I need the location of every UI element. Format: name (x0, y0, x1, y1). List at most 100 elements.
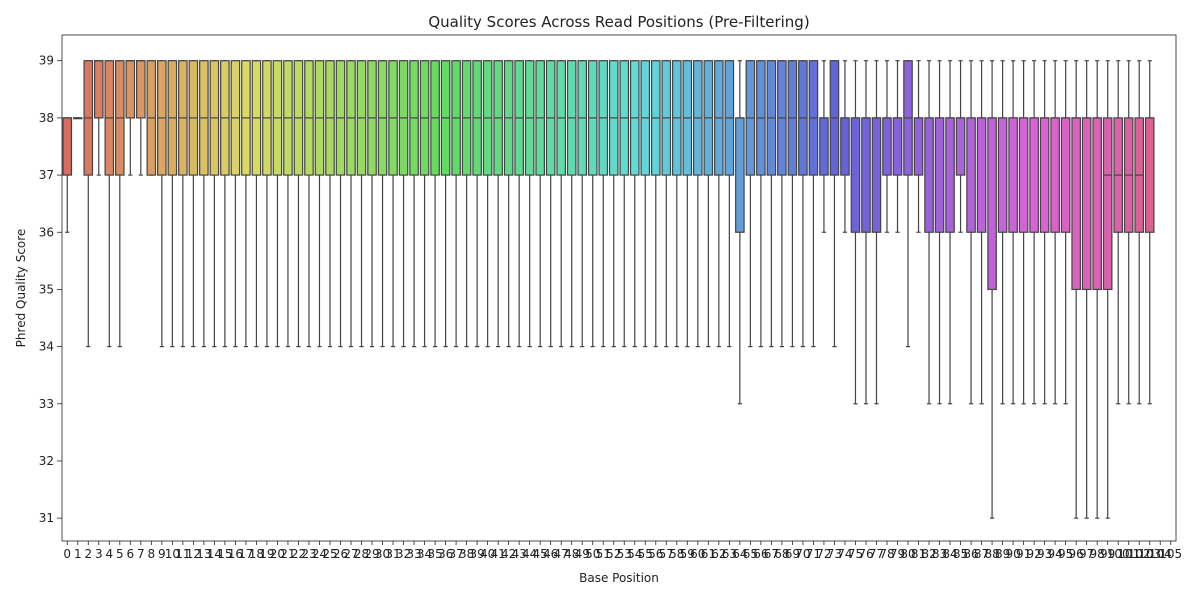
box-position-10 (167, 60, 178, 348)
box-iqr (819, 117, 829, 176)
box-position-89 (997, 60, 1008, 405)
x-tick-label: 92 (1026, 547, 1041, 561)
x-tick-label: 63 (722, 547, 737, 561)
box-position-54 (629, 60, 640, 348)
box-position-100 (1113, 60, 1124, 405)
box-iqr (1092, 117, 1102, 291)
x-tick-label: 83 (932, 547, 947, 561)
box-position-62 (714, 60, 724, 348)
box-position-3 (93, 60, 104, 176)
x-tick-label: 29 (364, 547, 379, 561)
box-position-75 (850, 60, 861, 405)
x-tick-label: 94 (1048, 547, 1063, 561)
x-tick-label: 21 (280, 547, 295, 561)
x-tick-label: 67 (764, 547, 779, 561)
x-tick-label: 71 (806, 547, 821, 561)
box-position-6 (125, 60, 136, 176)
box-position-88 (987, 60, 997, 519)
x-tick-label: 102 (1128, 547, 1151, 561)
x-tick-label: 72 (816, 547, 831, 561)
x-tick-label: 79 (890, 547, 905, 561)
x-tick-label: 59 (680, 547, 695, 561)
x-tick-label: 57 (659, 547, 674, 561)
x-tick-label: 97 (1079, 547, 1094, 561)
x-tick-label: 28 (354, 547, 369, 561)
box-position-93 (1039, 60, 1050, 405)
x-tick-label: 44 (522, 547, 537, 561)
box-position-17 (241, 60, 251, 348)
box-position-35 (430, 60, 440, 348)
box-position-25 (325, 60, 335, 348)
box-iqr (1060, 117, 1071, 233)
box-position-61 (703, 60, 714, 348)
box-position-48 (566, 60, 577, 348)
y-axis: 31 32 33 34 35 36 37 38 39 (39, 54, 62, 525)
box-position-43 (514, 60, 524, 348)
x-tick-label: 86 (963, 547, 978, 561)
box-group (62, 60, 1155, 519)
box-position-46 (545, 60, 556, 348)
box-position-69 (787, 60, 798, 348)
box-position-16 (230, 60, 241, 348)
x-tick-label: 1 (74, 547, 82, 561)
x-tick-label: 10 (165, 547, 180, 561)
y-tick-label: 35 (39, 282, 54, 296)
box-position-49 (577, 60, 588, 348)
box-position-14 (209, 60, 220, 348)
x-tick-label: 70 (795, 547, 810, 561)
x-tick-label: 5 (116, 547, 124, 561)
x-tick-label: 9 (158, 547, 166, 561)
box-position-23 (304, 60, 314, 348)
x-tick-label: 15 (217, 547, 232, 561)
x-tick-label: 64 (732, 547, 747, 561)
x-tick-label: 78 (879, 547, 894, 561)
box-position-95 (1060, 60, 1071, 405)
x-tick-label: 35 (427, 547, 442, 561)
box-position-59 (682, 60, 693, 348)
box-iqr (1029, 117, 1039, 233)
box-position-32 (398, 60, 409, 348)
box-position-60 (693, 60, 703, 348)
box-position-65 (745, 60, 756, 348)
x-tick-label: 55 (638, 547, 653, 561)
box-position-81 (913, 60, 924, 233)
box-position-102 (1134, 60, 1145, 405)
y-tick-label: 39 (39, 54, 54, 68)
box-position-31 (388, 60, 398, 348)
box-position-66 (756, 60, 766, 348)
box-position-68 (777, 60, 787, 348)
x-tick-label: 32 (396, 547, 411, 561)
box-position-22 (293, 60, 304, 348)
box-iqr (871, 117, 882, 233)
chart-title: Quality Scores Across Read Positions (Pr… (428, 13, 809, 31)
box-iqr (1081, 117, 1092, 291)
x-tick-label: 87 (974, 547, 989, 561)
box-position-50 (587, 60, 598, 348)
y-tick-label: 37 (39, 168, 54, 182)
box-position-29 (367, 60, 377, 348)
y-tick-label: 34 (39, 340, 54, 354)
x-tick-label: 58 (669, 547, 684, 561)
box-position-41 (493, 60, 503, 348)
x-tick-label: 6 (126, 547, 134, 561)
box-position-58 (671, 60, 682, 348)
y-tick-label: 33 (39, 397, 54, 411)
box-iqr (1008, 117, 1018, 233)
x-tick-label: 77 (869, 547, 884, 561)
box-position-82 (924, 60, 934, 405)
x-tick-label: 69 (785, 547, 800, 561)
x-tick-label: 65 (743, 547, 758, 561)
x-tick-label: 27 (343, 547, 358, 561)
box-iqr (735, 117, 745, 233)
x-tick-label: 66 (753, 547, 768, 561)
box-position-53 (619, 60, 630, 348)
x-tick-label: 100 (1107, 547, 1130, 561)
box-position-42 (503, 60, 514, 348)
x-tick-label: 31 (385, 547, 400, 561)
x-tick-label: 7 (137, 547, 145, 561)
x-tick-label: 52 (606, 547, 621, 561)
x-tick-label: 99 (1100, 547, 1115, 561)
box-position-79 (892, 60, 903, 233)
x-tick-label: 95 (1058, 547, 1073, 561)
x-axis-label: Base Position (579, 571, 659, 585)
